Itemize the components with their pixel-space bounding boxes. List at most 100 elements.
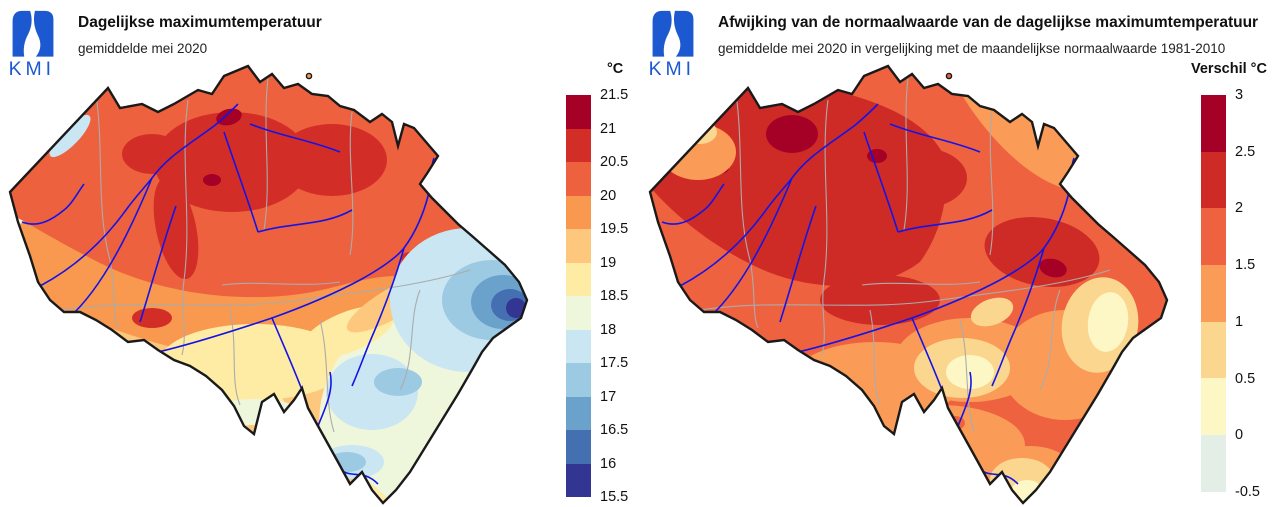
- river-line: [139, 205, 177, 323]
- legend-colorbar: [566, 95, 591, 497]
- contour-band: [877, 148, 967, 208]
- legend-color-block: [1201, 378, 1226, 436]
- contour-band: [970, 297, 1014, 327]
- river-line: [21, 183, 85, 225]
- legend-tick-label: -0.5: [1235, 483, 1260, 500]
- province-border-line: [319, 319, 335, 433]
- page-subtitle: gemiddelde mei 2020: [78, 41, 208, 56]
- legend-color-block: [1201, 95, 1226, 152]
- legend-tick-labels: 21.5 21 20.5 20 19.5 19 18.5 18 17.5 17 16.5 16 15.5: [600, 87, 640, 505]
- panel-daily-max-temperature: KMI Dagelijkse maximumtemperatuur gemidd…: [8, 10, 640, 505]
- legend-tick-label: 16.5: [600, 422, 629, 438]
- panel-temperature-anomaly: KMI Afwijking van de normaalwaarde van d…: [640, 0, 1280, 507]
- legend-color-block: [1201, 265, 1226, 322]
- legend-color-block: [1201, 435, 1226, 492]
- river-line: [39, 177, 153, 287]
- legend-color-block: [566, 363, 591, 397]
- province-border-line: [861, 281, 981, 286]
- legend-colorbar: [1201, 95, 1226, 492]
- legend-tick-label: 21.5: [600, 87, 629, 103]
- legend-color-block: [566, 195, 591, 229]
- legend-tick-label: 18.5: [600, 288, 629, 304]
- belgium-anomaly-map: [648, 64, 1169, 505]
- river-line: [779, 205, 817, 323]
- kmi-logo: KMI: [649, 10, 695, 78]
- contour-band: [984, 217, 1100, 287]
- legend-color-block: [566, 262, 591, 296]
- legend-color-block: [566, 128, 591, 162]
- contour-band: [766, 115, 818, 153]
- province-border-line: [959, 319, 975, 433]
- river-line: [157, 317, 273, 353]
- river-line: [223, 131, 259, 233]
- kmi-logo-text: KMI: [649, 58, 695, 78]
- province-borders: [699, 77, 1111, 433]
- kmi-logo-left-shape: [12, 10, 32, 57]
- province-border-line: [181, 99, 189, 356]
- legend-color-block: [566, 95, 591, 129]
- legend-tick-label: 16: [600, 455, 617, 472]
- legend-tick-label: 20.5: [600, 154, 629, 170]
- contour-band: [210, 399, 300, 425]
- legend-color-block: [1201, 321, 1226, 379]
- river-line: [317, 371, 332, 427]
- legend-color-block: [566, 396, 591, 430]
- province-border-line: [735, 93, 759, 329]
- temperature-legend: 21.5 21 20.5 20 19.5 19 18.5 18 17.5 17 16.5 16 15.5: [566, 87, 640, 505]
- river-line: [63, 103, 239, 323]
- contour-band: [154, 112, 310, 212]
- legend-tick-label: 2: [1235, 200, 1244, 217]
- kmi-logo-text: KMI: [9, 58, 55, 78]
- contour-band: [820, 275, 940, 325]
- province-border-line: [59, 269, 471, 311]
- legend-tick-label: 20: [600, 187, 617, 204]
- province-border-line: [821, 99, 829, 356]
- contour-band: [1039, 258, 1067, 278]
- legend-tick-labels: 3 2.5 2 1.5 1 0.5 0 -0.5: [1235, 87, 1280, 500]
- province-border-line: [95, 93, 119, 329]
- river-line: [679, 177, 793, 287]
- province-border-line: [399, 289, 421, 391]
- river-line: [957, 371, 972, 427]
- legend-tick-label: 21: [600, 120, 617, 137]
- river-line: [703, 103, 879, 323]
- legend-tick-label: 2.5: [1235, 143, 1256, 160]
- contour-band: [132, 308, 172, 328]
- legend-tick-label: 3: [1235, 87, 1244, 103]
- kmi-logo-left-shape: [652, 10, 672, 57]
- province-border-line: [699, 269, 1111, 311]
- baarle-hertog-enclave: [945, 72, 953, 80]
- legend-title-verschil: Verschil °C: [1191, 61, 1267, 77]
- legend-color-block: [1201, 208, 1226, 266]
- belgium-outline: [648, 64, 1169, 505]
- legend-color-block: [566, 329, 591, 363]
- legend-color-block: [566, 229, 591, 263]
- river-line: [249, 123, 341, 153]
- province-border-line: [869, 309, 881, 406]
- belgium-outline: [8, 64, 529, 505]
- legend-color-block: [566, 296, 591, 330]
- river-line: [897, 209, 993, 233]
- legend-tick-label: 1.5: [1235, 257, 1256, 274]
- contour-band: [374, 368, 422, 396]
- province-border-line: [349, 111, 354, 256]
- kmi-logo: KMI: [9, 10, 55, 78]
- legend-color-block: [566, 162, 591, 196]
- contour-band: [750, 354, 840, 410]
- province-border-line: [229, 309, 241, 406]
- legend-tick-label: 15.5: [600, 489, 629, 505]
- legend-tick-label: 0: [1235, 427, 1244, 444]
- legend-tick-label: 19: [600, 254, 617, 271]
- legend-tick-label: 18: [600, 321, 617, 338]
- page-subtitle: gemiddelde mei 2020 in vergelijking met …: [718, 41, 1226, 56]
- river-line: [863, 131, 899, 233]
- legend-tick-label: 17.5: [600, 355, 629, 371]
- river-line: [257, 209, 353, 233]
- province-borders: [59, 77, 471, 433]
- anomaly-legend: 3 2.5 2 1.5 1 0.5 0 -0.5: [1201, 87, 1280, 500]
- kmi-logo-right-shape: [673, 10, 694, 57]
- baarle-hertog-enclave: [305, 72, 313, 80]
- river-line: [797, 317, 913, 353]
- river-line: [889, 123, 981, 153]
